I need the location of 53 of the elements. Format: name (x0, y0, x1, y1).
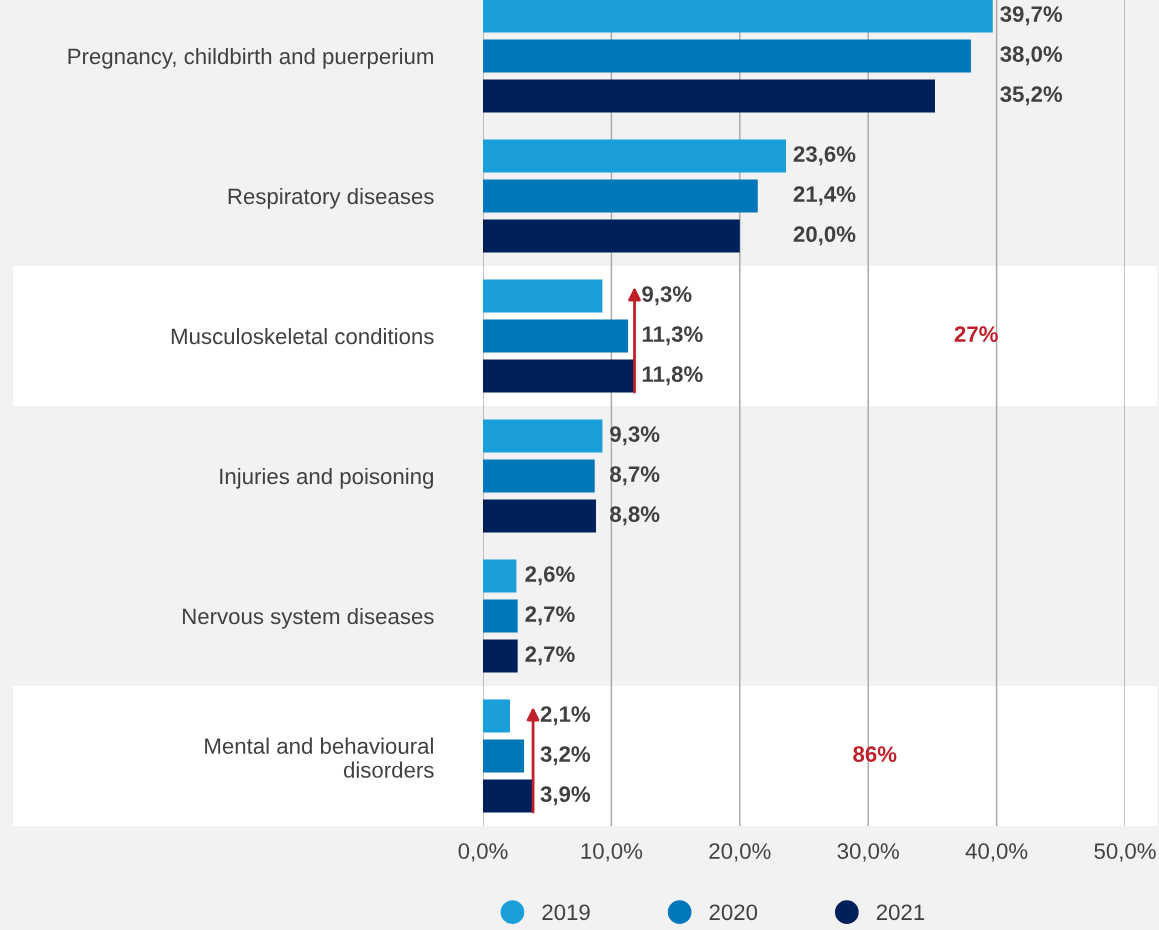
bar (483, 559, 517, 593)
legend-label: 2021 (876, 904, 925, 921)
data-label: 23,6% (793, 146, 856, 166)
bar (483, 359, 635, 393)
bar (483, 219, 740, 253)
data-label: 3,9% (540, 786, 591, 806)
bar (483, 419, 603, 453)
data-label: 8,7% (610, 466, 660, 486)
data-label: 2,1% (540, 706, 591, 726)
bar (483, 499, 596, 533)
y-tick-label: Pregnancy, childbirth and puerperium (68, 47, 433, 69)
bar (483, 0, 993, 33)
x-tick-label: 40,0% (965, 843, 1028, 862)
legend-label: 2020 (709, 904, 758, 921)
annotation: 27% (954, 326, 998, 342)
bar (483, 699, 510, 733)
data-label: 35,2% (1000, 86, 1063, 106)
bar (483, 79, 935, 113)
data-label: 20,0% (793, 226, 856, 246)
y-tick-label: Respiratory diseases (228, 187, 434, 209)
x-tick-label: 20,0% (709, 843, 771, 862)
y-tick-label: Musculoskeletal conditions (171, 327, 434, 345)
bar (483, 179, 758, 213)
bar (483, 639, 518, 673)
x-tick-label: 50,0% (1094, 843, 1156, 862)
data-label: 9,3% (642, 286, 692, 306)
data-label: 8,8% (610, 506, 660, 526)
bar (483, 319, 629, 353)
bar (483, 739, 525, 773)
y-tick-label: Mental and behavioural disorders (205, 737, 434, 778)
data-label: 9,3% (610, 426, 660, 446)
data-label: 39,7% (1000, 6, 1063, 26)
data-label: 3,2% (540, 746, 591, 766)
bar (483, 39, 971, 73)
data-label: 11,8% (642, 366, 703, 386)
data-label: 2,7% (525, 606, 575, 626)
x-tick-label: 0,0% (458, 843, 508, 862)
bar (483, 779, 534, 813)
data-label: 38,0% (1000, 46, 1063, 66)
x-tick-label: 30,0% (837, 843, 899, 862)
data-label: 21,4% (793, 186, 856, 206)
y-tick-label: Nervous system diseases (183, 607, 434, 629)
bar (483, 459, 595, 493)
legend-label: 2019 (542, 904, 590, 921)
bar (483, 599, 518, 633)
y-tick-label: Injuries and poisoning (220, 467, 433, 489)
annotation: 86% (853, 746, 897, 762)
bar (483, 279, 603, 313)
data-label: 2,6% (525, 566, 575, 586)
data-label: 2,7% (525, 646, 575, 666)
data-label: 11,3% (642, 326, 703, 346)
bar (483, 139, 787, 173)
x-tick-label: 10,0% (581, 843, 643, 862)
